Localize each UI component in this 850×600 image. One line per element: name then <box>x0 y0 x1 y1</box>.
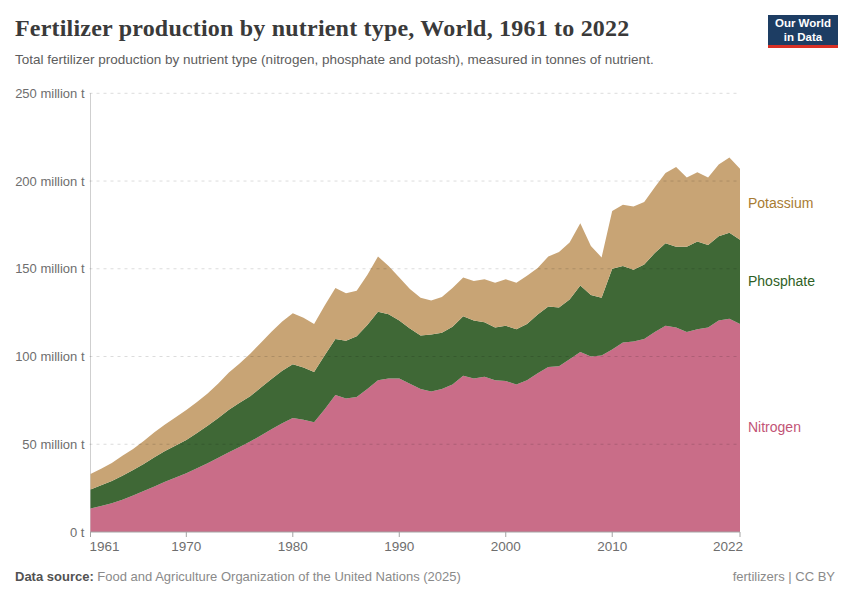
series-label-phosphate: Phosphate <box>748 273 815 289</box>
x-axis-label-2010: 2010 <box>597 539 627 554</box>
y-axis-label-150: 150 million t <box>15 261 85 276</box>
data-source-label: Data source: <box>15 569 94 584</box>
data-source-line: Data source: Food and Agriculture Organi… <box>15 569 461 584</box>
x-axis-label-2022: 2022 <box>713 539 743 554</box>
y-axis-label-200: 200 million t <box>15 174 85 189</box>
y-axis-label-0: 0 t <box>70 525 85 540</box>
x-axis-label-2000: 2000 <box>491 539 521 554</box>
chart-page: Fertilizer production by nutrient type, … <box>0 0 850 600</box>
x-axis-label-1990: 1990 <box>384 539 414 554</box>
x-axis-label-1970: 1970 <box>171 539 201 554</box>
license-link[interactable]: fertilizers | CC BY <box>733 569 835 584</box>
y-axis-label-50: 50 million t <box>22 437 85 452</box>
series-label-nitrogen: Nitrogen <box>748 419 801 435</box>
x-axis-label-1961: 1961 <box>90 539 120 554</box>
series-label-potassium: Potassium <box>748 195 813 211</box>
footer: Data source: Food and Agriculture Organi… <box>15 569 835 584</box>
stacked-area-chart[interactable]: 0 t 50 million t 100 million t 150 million … <box>0 0 850 600</box>
y-axis-label-100: 100 million t <box>15 349 85 364</box>
y-axis-label-250: 250 million t <box>15 86 85 101</box>
x-axis-label-1980: 1980 <box>278 539 308 554</box>
data-source-text: Food and Agriculture Organization of the… <box>94 569 461 584</box>
